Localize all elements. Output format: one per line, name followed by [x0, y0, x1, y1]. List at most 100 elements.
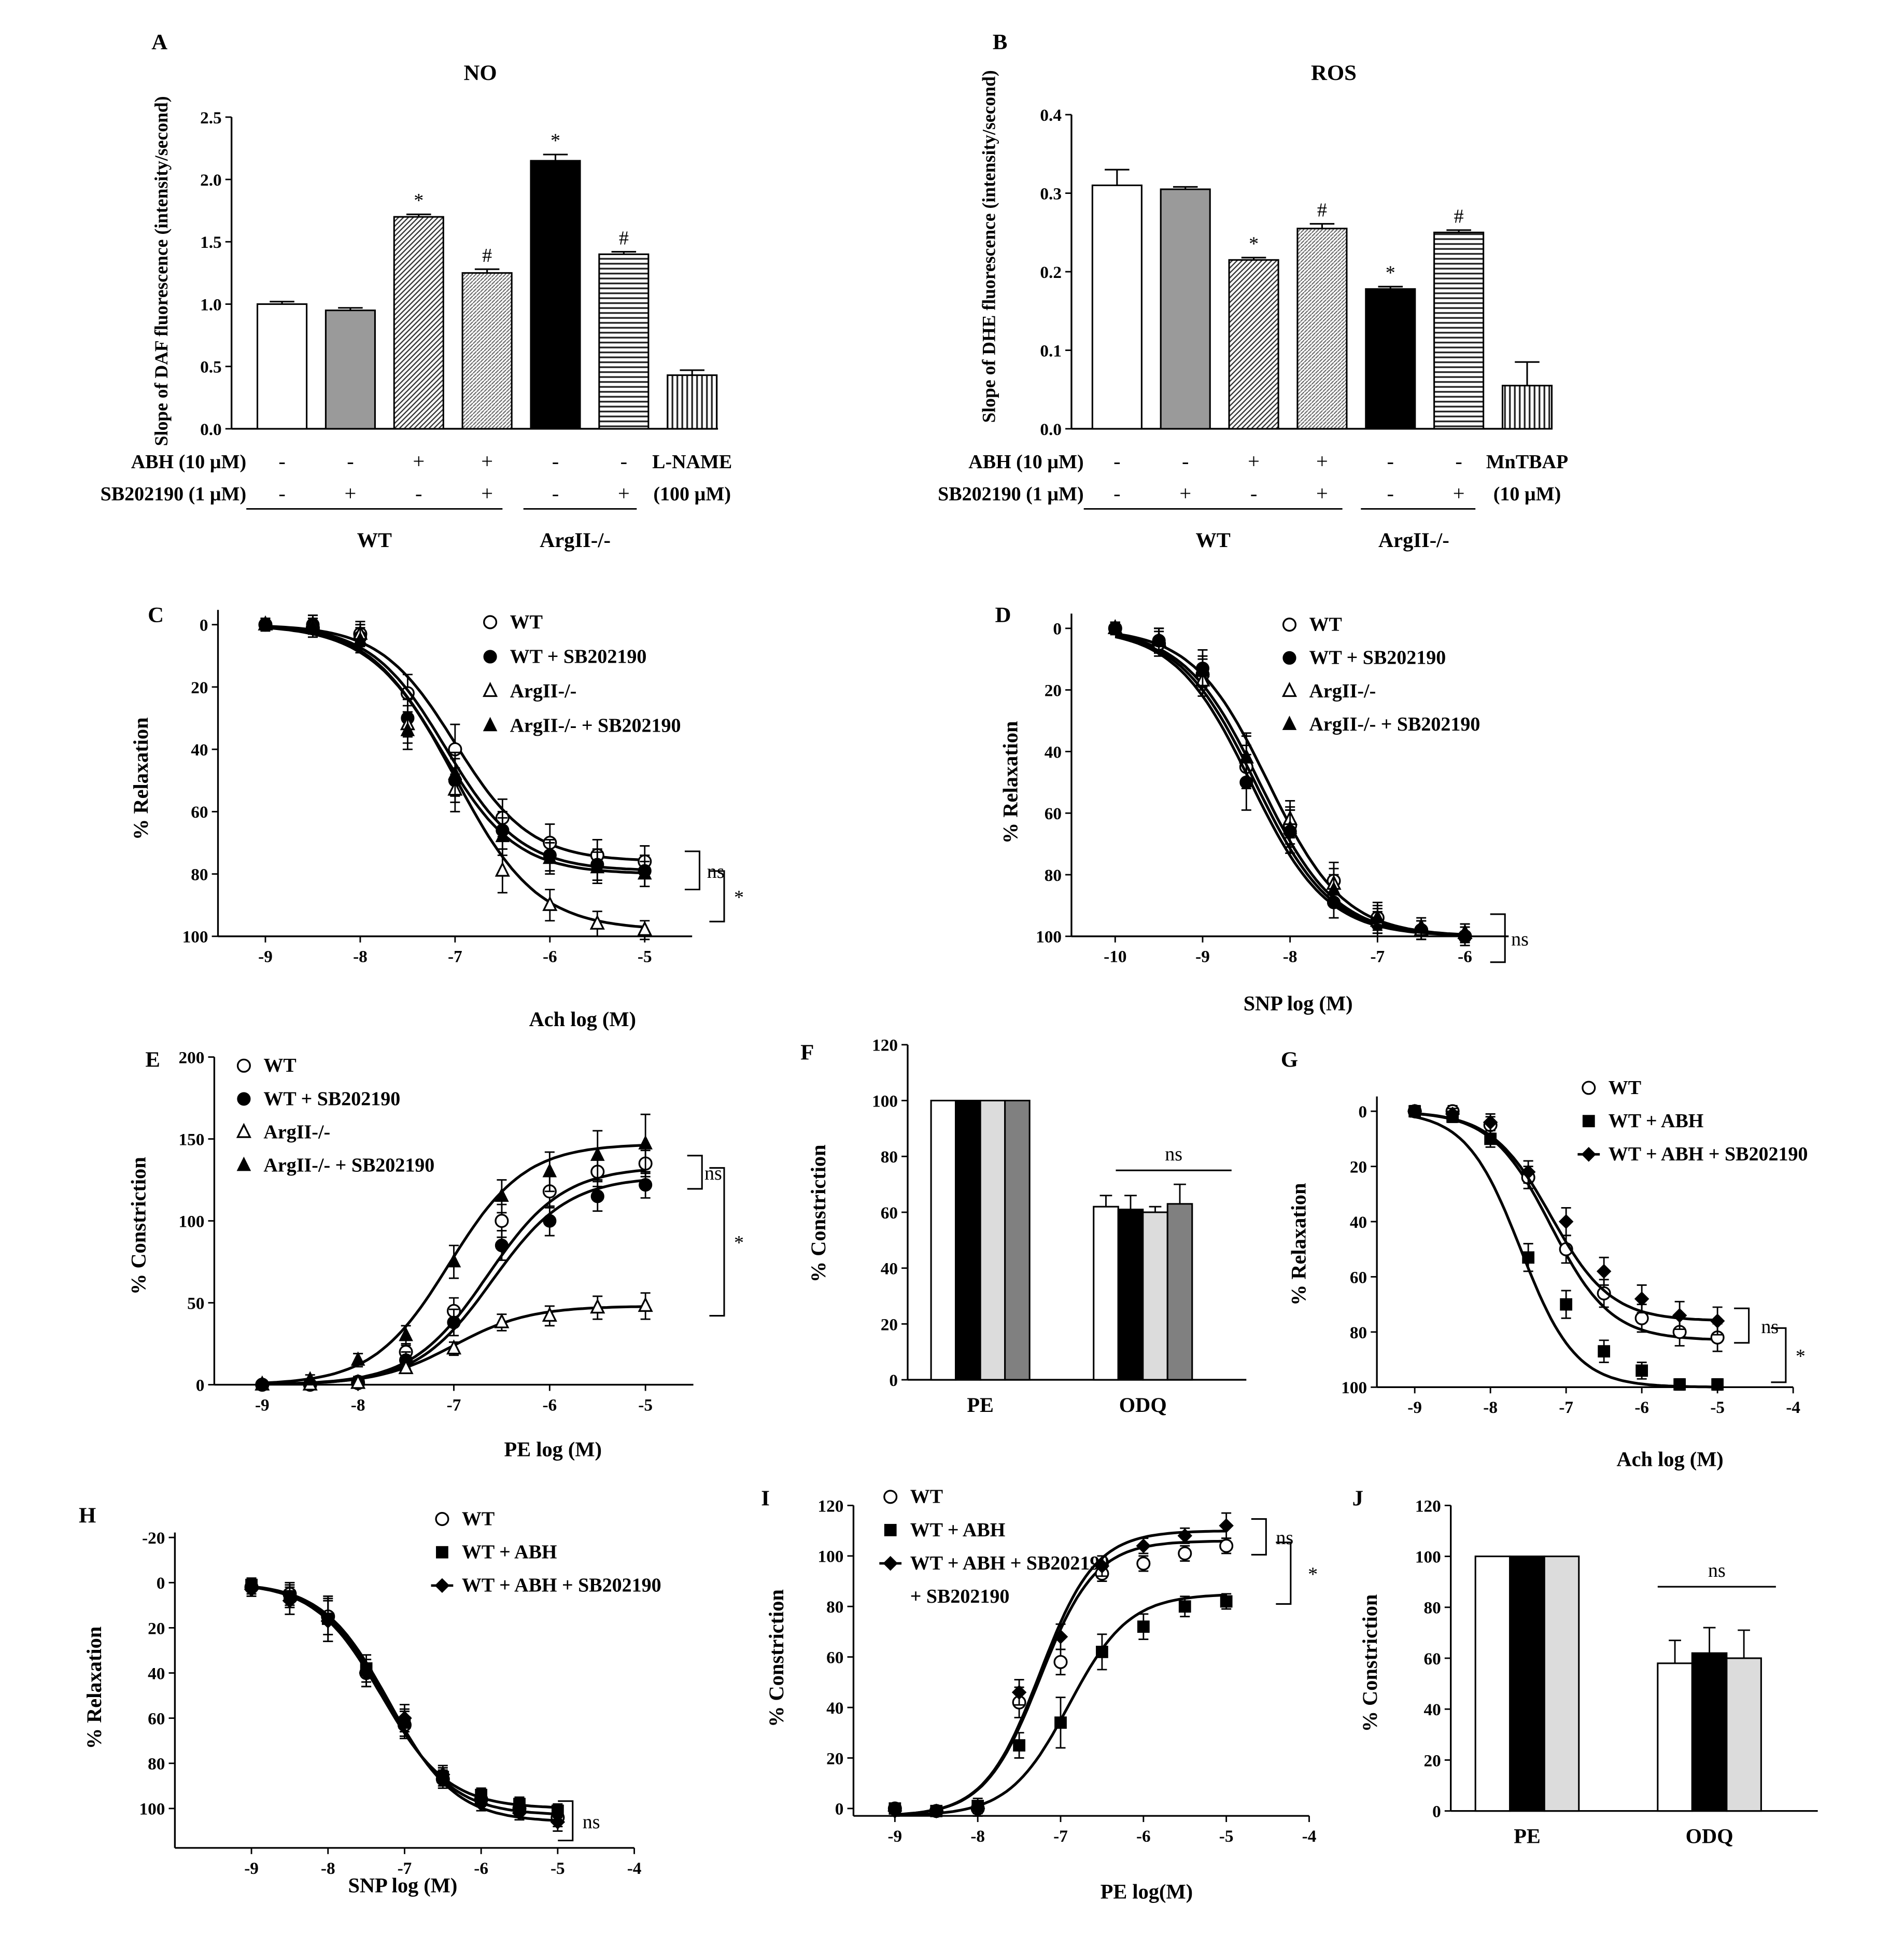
panel-d-bracket: [1490, 913, 1506, 963]
panel-a-title: NO: [464, 61, 497, 86]
panel-e-data-point: [303, 1371, 318, 1385]
panel-j-bar: [1691, 1652, 1728, 1812]
panel-b-treatment-cell: +: [1248, 450, 1260, 473]
panel-a-ytick-label: 2.5: [200, 108, 222, 128]
panel-e-data-point: [590, 1189, 604, 1203]
panel-c-data-point: [637, 920, 653, 936]
panel-b-ytick-label: 0.3: [1040, 184, 1062, 203]
panel-c-xtick-label: -9: [258, 947, 273, 967]
panel-i-ytick-label: 20: [826, 1749, 843, 1768]
panel-g-xtick-label: -4: [1786, 1398, 1800, 1417]
panel-g-data-point: [1635, 1364, 1648, 1377]
panel-f-bar: [1004, 1100, 1031, 1381]
panel-g-xlabel: Ach log (M): [1616, 1447, 1723, 1470]
panel-b: B ROS Slope of DHE fluorescence (intensi…: [938, 30, 1568, 552]
panel-f-plot: 0 20 40 60 80 100 120 PE ODQ ns: [872, 1036, 1247, 1417]
panel-j-category-label: ODQ: [1686, 1824, 1733, 1847]
panel-c-data-point: [495, 861, 510, 877]
panel-e-plot: 0 50 100 150 200 -9 -8 -7 -6 -5 ns *: [179, 1048, 744, 1415]
panel-f-bar: [930, 1100, 957, 1381]
panel-c-legend-label: ArgII-/- + SB202190: [510, 715, 681, 736]
panel-b-treatment-cell: +: [1453, 482, 1465, 505]
panel-g-bracket: [1771, 1327, 1787, 1383]
panel-d-data-point: [1370, 909, 1385, 923]
panel-i-data-point: [1219, 1518, 1234, 1533]
panel-h-data-point: [550, 1814, 566, 1830]
panel-b-group-wt: WT: [1196, 528, 1231, 552]
panel-a-treatment-cell: +: [481, 482, 493, 505]
panel-i-xtick-label: -9: [887, 1827, 902, 1846]
panel-d-legend-marker: [1282, 651, 1296, 665]
panel-e-ylabel: % Constriction: [126, 1157, 150, 1295]
panel-d-legend: WT WT + SB202190 ArgII-/- ArgII-/- + SB2021…: [1281, 614, 1480, 735]
panel-e: E % Constriction PE log (M) 0 50 100 150 200…: [126, 1048, 744, 1461]
panel-c-legend-label: WT + SB202190: [510, 646, 647, 667]
panel-c: C % Relaxation Ach log (M) 0 20 40 60 80 100 -…: [129, 603, 744, 1031]
panel-e-xtick-label: -5: [638, 1395, 653, 1414]
panel-b-treatment-last: MnTBAP: [1486, 451, 1568, 473]
panel-f-label: F: [800, 1040, 814, 1064]
panel-i-data-point: [1178, 1600, 1191, 1613]
panel-e-legend-label: WT: [263, 1055, 296, 1076]
panel-c-legend-label: WT: [510, 611, 543, 633]
panel-j-ytick-label: 20: [1423, 1751, 1441, 1770]
panel-j-ns-label: ns: [1708, 1560, 1726, 1581]
panel-f-ytick-label: 40: [881, 1259, 898, 1279]
panel-g-legend-label: WT + ABH: [1609, 1110, 1704, 1132]
panel-b-treatment-cell: +: [1316, 450, 1328, 473]
panel-e-legend-marker: [236, 1058, 251, 1073]
panel-h-xlabel: SNP log (M): [348, 1873, 457, 1897]
panel-j-label: J: [1352, 1486, 1363, 1510]
panel-b-bar: [1433, 231, 1485, 430]
panel-f-ytick-label: 100: [872, 1091, 898, 1111]
panel-g-xtick-label: -6: [1634, 1398, 1649, 1417]
panel-b-treatment-cell: -: [1113, 450, 1120, 473]
panel-i-data-point: [1178, 1546, 1192, 1561]
panel-j-ytick-label: 60: [1423, 1649, 1441, 1669]
panel-c-data-point: [448, 765, 462, 780]
panel-g-ytick-label: 40: [1350, 1213, 1367, 1232]
panel-g-data-point: [1445, 1106, 1460, 1122]
panel-h-plot: -20 0 20 40 60 80 100 -9 -8 -7 -6 -5 -4 ns: [139, 1529, 641, 1878]
panel-b-group-argii: ArgII-/-: [1378, 528, 1449, 552]
panel-b-treatment-cell: +: [1316, 482, 1328, 505]
panel-e-legend-label: WT + SB202190: [263, 1088, 400, 1110]
panel-a-bar: [598, 253, 650, 430]
panel-a-treatment-cell: -: [278, 450, 285, 473]
panel-i-data-point: [970, 1801, 985, 1816]
panel-h-fit-curve: [251, 1585, 558, 1815]
panel-b-sig-mark: *: [1386, 262, 1395, 284]
panel-c-legend-marker: [483, 717, 498, 732]
panel-h-data-point: [473, 1796, 489, 1812]
panel-i-data-point: [1137, 1620, 1150, 1633]
panel-i-legend-label: WT + ABH + SB202190: [910, 1552, 1110, 1574]
panel-c-xtick-label: -6: [543, 947, 557, 967]
panel-a-ylabel: Slope of DAF fluorescence (intensity/sec…: [151, 96, 172, 446]
panel-a-ytick-label: 2.0: [200, 171, 222, 190]
panel-h-data-point: [551, 1804, 564, 1817]
panel-e-ytick-label: 0: [196, 1376, 205, 1395]
panel-f-ytick-label: 0: [889, 1371, 898, 1390]
panel-j-plot: 0 20 40 60 80 100 120 PE ODQ ns: [1415, 1496, 1818, 1847]
panel-a-group-argii: ArgII-/-: [540, 528, 611, 552]
panel-h-data-point: [475, 1788, 488, 1801]
panel-e-sig-label: ns: [704, 1162, 722, 1184]
panel-i-data-point: [1136, 1538, 1151, 1553]
panel-e-data-point: [399, 1326, 413, 1341]
panel-i-xtick-label: -4: [1302, 1827, 1317, 1846]
panel-c-ylabel: % Relaxation: [129, 717, 152, 840]
panel-e-ytick-label: 100: [179, 1212, 205, 1231]
panel-h-xtick-label: -4: [627, 1859, 642, 1878]
panel-j-ytick-label: 80: [1423, 1599, 1441, 1618]
panel-i-legend-label: WT: [910, 1486, 943, 1508]
panel-i-fit-curve: [895, 1530, 1226, 1816]
panel-a-sig-mark: *: [551, 130, 560, 152]
panel-f-bar: [955, 1100, 981, 1381]
panel-i-ytick-label: 40: [826, 1699, 843, 1718]
panel-c-data-point: [305, 619, 320, 634]
panel-i-data-point: [1220, 1595, 1233, 1608]
panel-c-xtick-label: -5: [638, 947, 652, 967]
panel-e-data-point: [494, 1313, 510, 1328]
panel-h-ytick-label: -20: [142, 1529, 165, 1548]
panel-a-ytick-label: 1.5: [200, 233, 222, 252]
